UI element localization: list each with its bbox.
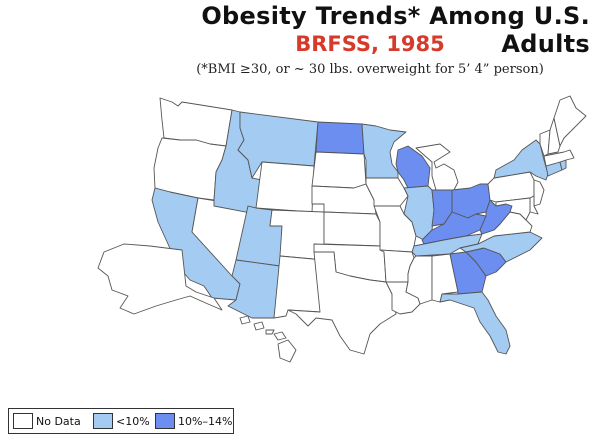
state-hi-big-island [277,339,297,363]
state-mn [361,123,407,179]
state-ne [311,183,377,215]
hawaii-island-molokai [265,329,275,335]
hawaii-island-oahu [253,321,265,331]
legend-swatch-lt10 [93,413,113,429]
legend-item-lt10: <10% [93,413,150,429]
hawaii-island-kauai [239,315,251,325]
state-nd [315,121,365,155]
state-ks [323,211,381,247]
map-legend: No Data <10% 10%–14% [8,408,234,434]
bmi-footnote: (*BMI ≥30, or ~ 30 lbs. overweight for 5… [196,62,544,77]
state-vt [539,129,551,157]
state-nj [533,179,545,207]
state-fl [439,291,511,355]
state-oh [451,183,491,219]
hawaii-small-islands [239,315,287,341]
legend-label-lt10: <10% [116,414,150,428]
state-mo [373,205,417,253]
legend-item-no-data: No Data [13,413,81,429]
state-sd [311,151,367,189]
legend-swatch-10-14 [155,413,175,429]
state-wv [479,199,513,235]
legend-swatch-no-data [13,413,33,429]
state-mi [415,143,459,191]
map-title: Obesity Trends* Among U.S. Adults [201,2,590,58]
hawaii-island-maui [273,331,287,341]
state-ak [97,243,223,315]
legend-item-10-14: 10%–14% [155,413,232,429]
map-subtitle: BRFSS, 1985 [295,32,445,56]
state-wy [255,161,315,213]
state-tx [287,251,397,355]
legend-label-no-data: No Data [36,414,81,428]
state-mt [237,111,319,179]
state-me [553,95,587,147]
state-ma [543,149,575,167]
legend-label-10-14: 10%–14% [178,414,233,428]
state-nh [547,117,561,155]
state-md [495,197,531,221]
state-regions [97,95,587,363]
